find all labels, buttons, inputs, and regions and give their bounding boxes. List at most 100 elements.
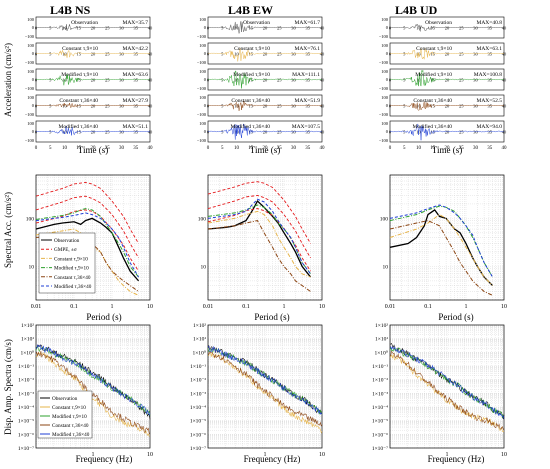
acceleration-x-tick: 15 bbox=[77, 104, 82, 109]
acceleration-y-tick: 100 bbox=[27, 121, 35, 126]
fourier-legend-box bbox=[37, 390, 93, 439]
acceleration-y-tick: 100 bbox=[27, 43, 35, 48]
column-title: L4B NS bbox=[50, 3, 91, 17]
acceleration-trace bbox=[207, 47, 323, 62]
acceleration-max-label: MAX=35.7 bbox=[122, 20, 148, 26]
acceleration-y-tick: −100 bbox=[25, 112, 35, 117]
acceleration-x-tick: 10 bbox=[234, 52, 239, 57]
acceleration-x-tick: 0 bbox=[389, 130, 392, 135]
fourier-x-label: Frequency (Hz) bbox=[428, 454, 485, 464]
acceleration-x-tick: 0 bbox=[207, 52, 210, 57]
acceleration-x-tick: 15 bbox=[77, 52, 82, 57]
spectral-series-line bbox=[389, 204, 493, 278]
acceleration-series-label: Modified τ,36×40 bbox=[230, 123, 270, 130]
acceleration-y-tick: −100 bbox=[379, 112, 389, 117]
acceleration-x-tick: 35 bbox=[134, 26, 139, 31]
spectral-legend-label: Modified τ,36×40 bbox=[54, 283, 92, 290]
spectral-series-line bbox=[35, 232, 139, 292]
fourier-plot-frame bbox=[207, 324, 323, 449]
acceleration-bottom-tick: 25 bbox=[105, 146, 111, 151]
acceleration-y-tick: 100 bbox=[381, 43, 389, 48]
fourier-y-tick: 1×10⁻⁷ bbox=[372, 446, 388, 452]
fourier-plot-frame bbox=[35, 324, 151, 449]
acceleration-series-label: Observation bbox=[71, 20, 98, 26]
acceleration-y-tick: −100 bbox=[379, 34, 389, 39]
acceleration-x-tick: 25 bbox=[459, 52, 464, 57]
acceleration-x-tick: 15 bbox=[77, 130, 82, 135]
acceleration-y-tick: 0 bbox=[386, 103, 389, 108]
acceleration-plot-frame bbox=[389, 42, 505, 65]
fourier-series-line bbox=[207, 351, 323, 427]
fourier-plot-frame bbox=[389, 324, 505, 449]
acceleration-x-tick: 25 bbox=[459, 104, 464, 109]
acceleration-bottom-tick: 5 bbox=[221, 146, 224, 151]
spectral-y-tick: 10 bbox=[201, 264, 207, 270]
acceleration-series-label: Observation bbox=[243, 20, 270, 26]
acceleration-bottom-tick: 20 bbox=[91, 146, 97, 151]
acceleration-bottom-tick: 15 bbox=[248, 146, 254, 151]
spectral-series-line bbox=[207, 198, 311, 275]
acceleration-trace bbox=[35, 102, 151, 109]
acceleration-x-tick: 30 bbox=[291, 130, 296, 135]
acceleration-y-tick: 100 bbox=[199, 17, 207, 22]
acceleration-x-tick: 35 bbox=[488, 104, 493, 109]
acceleration-y-tick: −100 bbox=[197, 60, 207, 65]
acceleration-y-tick: 100 bbox=[199, 43, 207, 48]
acceleration-bottom-tick: 35 bbox=[487, 146, 493, 151]
acceleration-y-tick: 100 bbox=[27, 17, 35, 22]
acceleration-max-label: MAX=42.2 bbox=[122, 46, 148, 52]
acceleration-series-label: Constant τ,9×10 bbox=[416, 46, 452, 52]
acceleration-max-label: MAX=63.6 bbox=[122, 72, 148, 78]
spectral-series-line bbox=[389, 205, 493, 278]
acceleration-x-tick: 30 bbox=[119, 78, 124, 83]
acceleration-y-tick: −100 bbox=[197, 86, 207, 91]
acceleration-bottom-tick: 5 bbox=[403, 146, 406, 151]
acceleration-x-tick: 5 bbox=[221, 26, 224, 31]
acceleration-bottom-tick: 40 bbox=[502, 146, 508, 151]
fourier-series-line bbox=[207, 347, 323, 415]
acceleration-series-label: Constant τ,36×40 bbox=[231, 98, 270, 104]
acceleration-series-label: Modified τ,36×40 bbox=[58, 123, 98, 130]
acceleration-x-tick: 0 bbox=[389, 26, 392, 31]
acceleration-y-tick: 0 bbox=[386, 25, 389, 30]
acceleration-y-tick: 0 bbox=[32, 51, 35, 56]
acceleration-x-tick: 25 bbox=[277, 104, 282, 109]
acceleration-x-tick: 30 bbox=[473, 26, 478, 31]
acceleration-trace bbox=[35, 49, 151, 58]
spectral-series-line bbox=[389, 213, 493, 286]
fourier-y-tick: 1×10⁻⁴ bbox=[190, 405, 206, 411]
acceleration-x-tick: 25 bbox=[277, 26, 282, 31]
acceleration-y-tick: 100 bbox=[381, 95, 389, 100]
fourier-series-line bbox=[207, 345, 323, 415]
acceleration-x-tick: 5 bbox=[221, 130, 224, 135]
acceleration-plot-frame bbox=[207, 42, 323, 65]
spectral-x-tick: 0.1 bbox=[242, 304, 250, 310]
acceleration-bottom-tick: 15 bbox=[430, 146, 436, 151]
acceleration-x-tick: 5 bbox=[49, 52, 52, 57]
spectral-x-tick: 10 bbox=[147, 304, 153, 310]
acceleration-bottom-tick: 10 bbox=[234, 146, 240, 151]
acceleration-x-tick: 25 bbox=[105, 130, 110, 135]
acceleration-y-tick: −100 bbox=[197, 34, 207, 39]
acceleration-x-tick: 20 bbox=[263, 78, 268, 83]
acceleration-plot-frame bbox=[207, 68, 323, 91]
spectral-x-tick: 10 bbox=[501, 304, 507, 310]
acceleration-x-tick: 30 bbox=[473, 52, 478, 57]
spectral-legend-label: Constant τ,36×40 bbox=[54, 275, 91, 281]
acceleration-x-tick: 5 bbox=[403, 52, 406, 57]
acceleration-y-tick: 0 bbox=[204, 51, 207, 56]
acceleration-x-tick: 0 bbox=[35, 104, 38, 109]
fourier-x-tick: 1 bbox=[446, 452, 449, 458]
fourier-y-tick: 1×10⁰ bbox=[374, 349, 388, 356]
spectral-x-tick: 1 bbox=[111, 304, 114, 310]
fourier-y-tick: 1×10² bbox=[21, 323, 34, 329]
acceleration-bottom-tick: 10 bbox=[62, 146, 68, 151]
acceleration-bottom-tick: 0 bbox=[207, 146, 210, 151]
acceleration-max-label: MAX=107.5 bbox=[292, 124, 321, 130]
acceleration-y-tick: 100 bbox=[199, 121, 207, 126]
fourier-y-tick: 1×10⁻⁴ bbox=[18, 405, 34, 411]
acceleration-x-tick: 20 bbox=[91, 52, 96, 57]
spectral-series-line bbox=[207, 181, 311, 244]
spectral-series-line bbox=[207, 208, 311, 272]
acceleration-x-tick: 25 bbox=[459, 26, 464, 31]
